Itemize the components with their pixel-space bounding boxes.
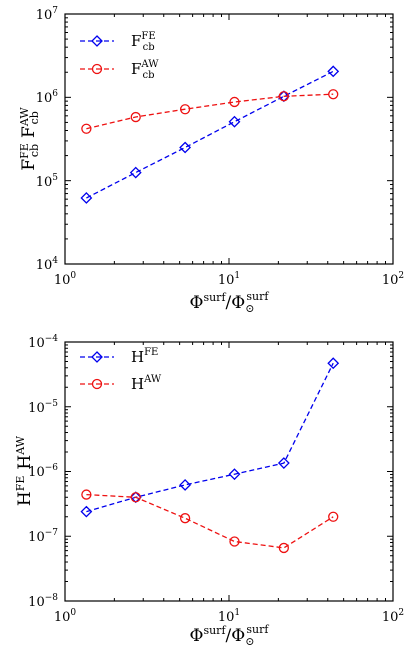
- x-tick-label: 101: [218, 608, 240, 625]
- legend-marker-circle: [91, 63, 103, 75]
- data-point-fe: [129, 166, 142, 179]
- data-point-aw: [179, 513, 191, 524]
- series-line-aw: [86, 493, 334, 549]
- plot-frame-top: [64, 13, 394, 265]
- data-point-aw: [328, 89, 339, 100]
- data-point-fe: [277, 457, 290, 469]
- legend-top: FFE cb FAW cb: [80, 31, 159, 81]
- plot-frame-bottom: [64, 341, 394, 602]
- ticks-bottom: [64, 342, 393, 602]
- y-axis-label: FFEcbFAWcb: [18, 107, 41, 171]
- legend-marker-diamond: [91, 351, 103, 363]
- series-line-aw: [86, 93, 334, 130]
- legend-marker-diamond: [91, 35, 103, 47]
- data-point-aw: [328, 511, 339, 522]
- y-tick-label: 10−7: [28, 528, 58, 545]
- y-tick-label: 10−5: [28, 399, 58, 416]
- x-tick-label: 101: [218, 271, 240, 288]
- series-line-fe: [86, 70, 334, 199]
- panel-bottom: 100 101 102 10−8 10−7 10−6 10−5 10−4 Φsu…: [14, 334, 404, 648]
- data-point-fe: [327, 357, 340, 370]
- data-point-fe: [327, 65, 340, 78]
- data-point-aw: [278, 542, 290, 554]
- legend-label-aw: FAW cb: [131, 59, 159, 81]
- y-tick-label: 105: [36, 173, 59, 190]
- data-point-fe: [228, 115, 241, 128]
- x-tick-label: 100: [54, 271, 77, 288]
- data-point-aw: [278, 91, 290, 102]
- legend-label-fe: HFE: [131, 347, 158, 366]
- y-tick-label: 104: [36, 256, 59, 273]
- legend-label-aw: HAW: [131, 374, 162, 393]
- data-point-aw: [229, 96, 240, 108]
- data-point-aw: [81, 123, 92, 134]
- y-tick-label: 107: [36, 6, 59, 23]
- ticks-top: [64, 14, 393, 265]
- x-axis-label: Φsurf/Φ⊙surf: [190, 290, 270, 315]
- x-tick-label: 102: [382, 608, 404, 625]
- data-point-fe: [80, 505, 93, 518]
- x-axis-label: Φsurf/Φ⊙surf: [190, 623, 270, 648]
- data-point-fe: [179, 479, 192, 491]
- y-tick-label: 10−8: [28, 593, 58, 610]
- x-tick-label: 100: [54, 608, 77, 625]
- data-point-aw: [130, 111, 141, 123]
- y-tick-label: 106: [36, 89, 59, 106]
- data-point-fe: [228, 468, 241, 481]
- legend-marker-circle: [91, 378, 103, 390]
- data-point-aw: [81, 489, 92, 500]
- data-point-aw: [179, 104, 191, 115]
- legend-bottom: HFE HAW: [80, 347, 162, 393]
- series-top: [80, 65, 340, 204]
- series-line-fe: [86, 362, 334, 513]
- data-point-fe: [179, 141, 192, 154]
- data-point-aw: [229, 536, 240, 547]
- data-point-aw: [130, 492, 141, 503]
- y-tick-label: 10−4: [28, 334, 58, 351]
- data-point-fe: [80, 192, 93, 204]
- series-bottom: [80, 357, 340, 554]
- panel-top: 100 101 102 104 105 106 107 Φsurf/Φ⊙surf…: [18, 6, 404, 315]
- x-tick-label: 102: [382, 271, 404, 288]
- legend-label-fe: FFE cb: [131, 31, 156, 53]
